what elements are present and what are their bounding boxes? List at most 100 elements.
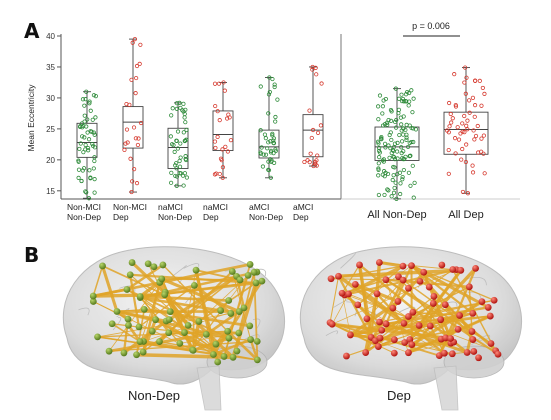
data-point (183, 157, 189, 163)
data-point (452, 72, 457, 77)
data-point (472, 114, 477, 119)
network-node (394, 298, 402, 305)
network-edge (253, 271, 259, 361)
network-node (463, 349, 471, 356)
data-point (381, 159, 386, 164)
network-edge (226, 329, 259, 362)
data-point (473, 78, 478, 83)
data-point (225, 149, 230, 154)
data-point (475, 123, 480, 129)
data-point (406, 103, 411, 108)
data-point (91, 166, 96, 171)
network-node (389, 304, 397, 312)
data-point (272, 82, 277, 87)
network-node (469, 336, 477, 343)
network-edge (126, 288, 225, 358)
network-node (409, 308, 417, 316)
data-point (168, 134, 173, 139)
data-point (382, 174, 387, 179)
data-point (446, 171, 451, 176)
network-node (487, 340, 495, 347)
data-point (314, 72, 319, 77)
data-point (268, 175, 273, 180)
data-point (273, 119, 278, 124)
data-point (169, 180, 174, 185)
data-point (263, 152, 269, 157)
data-point (408, 153, 413, 158)
network-node (120, 349, 128, 357)
network-node (465, 283, 473, 291)
data-point (219, 158, 224, 163)
data-point (125, 140, 130, 145)
data-point (272, 160, 277, 165)
network-node (202, 331, 210, 338)
network-node (437, 316, 445, 324)
data-point (178, 155, 183, 160)
network-node (441, 301, 449, 309)
data-point (90, 117, 95, 122)
network-node (220, 353, 228, 360)
data-point (91, 130, 96, 135)
network-node (442, 334, 450, 342)
boxplot-4 (258, 75, 280, 180)
network-edge (91, 263, 252, 298)
data-point (258, 128, 263, 133)
network-node (405, 284, 412, 292)
data-point (386, 188, 391, 193)
brainstem (433, 365, 459, 411)
network-node (235, 308, 243, 315)
category-label: Non-Dep (67, 212, 101, 222)
network-node (356, 261, 363, 269)
box (302, 114, 324, 158)
y-axis-label: Mean Eccentricity (26, 84, 36, 152)
data-point (472, 137, 477, 142)
network-node (135, 323, 143, 331)
network-node (166, 308, 174, 316)
network-node (390, 336, 398, 344)
network-node (158, 275, 166, 283)
data-point (76, 167, 82, 172)
data-point (401, 157, 406, 162)
data-point (398, 115, 403, 120)
data-point (376, 166, 381, 171)
data-point (181, 183, 186, 188)
network-node (376, 318, 383, 326)
network-node (416, 278, 424, 285)
box (212, 110, 234, 152)
data-point (395, 140, 400, 145)
gyrus-line (325, 330, 339, 336)
category-label: Non-Dep (158, 212, 192, 222)
data-point (82, 103, 87, 108)
network-node (240, 304, 248, 312)
network-node (469, 309, 477, 317)
panel-b-letter: B (24, 243, 39, 267)
data-point (215, 109, 220, 114)
data-point (404, 99, 409, 104)
network-node (140, 305, 148, 313)
data-point (391, 190, 397, 195)
network-edge (138, 296, 222, 312)
network-node (405, 349, 412, 357)
data-point (177, 164, 183, 169)
network-edge (249, 338, 259, 362)
data-point (177, 100, 182, 105)
gyrus-line (252, 318, 261, 329)
network-edge (192, 284, 196, 352)
data-point (268, 150, 274, 155)
data-point (87, 168, 92, 173)
network-edge (357, 265, 404, 306)
network-node (375, 259, 383, 266)
y-tick-label: 25 (46, 125, 55, 134)
data-point (378, 136, 384, 141)
data-point (399, 122, 404, 127)
gyrus-line (340, 252, 356, 269)
data-point (130, 40, 135, 45)
data-point (376, 192, 381, 198)
network-node (405, 313, 412, 320)
network-node (133, 351, 140, 359)
data-point (220, 165, 225, 170)
data-point (387, 155, 392, 160)
data-point (80, 97, 86, 102)
data-point (266, 167, 271, 172)
data-point (138, 120, 144, 126)
